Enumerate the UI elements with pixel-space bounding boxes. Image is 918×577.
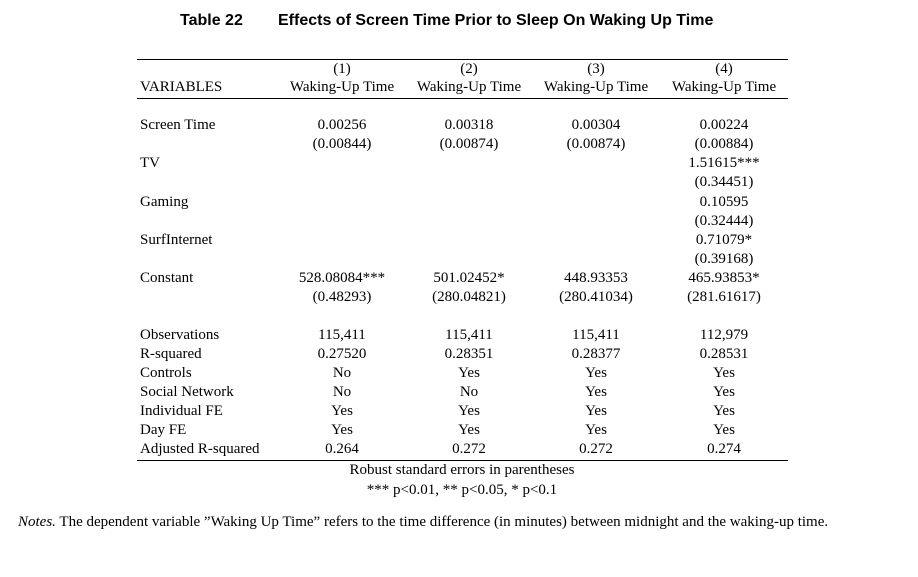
row-label: TV	[140, 155, 160, 171]
stat-value: Yes	[585, 365, 607, 381]
coefficient: 448.93353	[564, 270, 628, 286]
standard-error: (0.00874)	[566, 136, 626, 152]
stat-value: Yes	[713, 403, 735, 419]
coefficient: 0.00256	[317, 117, 367, 133]
stat-value: Yes	[585, 403, 607, 419]
stat-value: 0.27520	[317, 346, 367, 362]
stat-label: Controls	[140, 365, 192, 381]
stat-value: 0.272	[579, 441, 613, 457]
stat-value: 115,411	[572, 327, 620, 343]
stat-value: 112,979	[699, 327, 749, 343]
stat-value: Yes	[585, 422, 607, 438]
row-label: SurfInternet	[140, 232, 213, 248]
stat-value: Yes	[331, 422, 353, 438]
stat-value: Yes	[458, 403, 480, 419]
stat-value: 0.272	[452, 441, 486, 457]
column-number: (1)	[333, 61, 351, 77]
notes-label: Notes.	[18, 514, 56, 530]
stat-value: Yes	[458, 365, 480, 381]
stat-value: Yes	[458, 422, 480, 438]
column-header: Waking-Up Time	[416, 79, 522, 95]
notes-text: The dependent variable ”Waking Up Time” …	[55, 514, 829, 530]
standard-error: (281.61617)	[687, 289, 761, 305]
stat-value: Yes	[331, 403, 353, 419]
stat-label: Adjusted R-squared	[140, 441, 260, 457]
row-label: Gaming	[140, 194, 189, 210]
column-header: Waking-Up Time	[543, 79, 649, 95]
coefficient: 0.10595	[699, 194, 749, 210]
top-rule	[137, 59, 788, 60]
coefficient: 0.00318	[444, 117, 494, 133]
coefficient: 465.93853*	[688, 270, 760, 286]
column-header: Waking-Up Time	[671, 79, 777, 95]
standard-error: (0.48293)	[312, 289, 372, 305]
coefficient: 0.00304	[571, 117, 621, 133]
stat-value: Yes	[585, 384, 607, 400]
robust-se-footnote: Robust standard errors in parentheses	[349, 462, 575, 478]
standard-error: (0.34451)	[694, 174, 754, 190]
stat-label: Individual FE	[140, 403, 223, 419]
stat-value: No	[332, 384, 352, 400]
stat-label: Observations	[140, 327, 220, 343]
row-label: Constant	[140, 270, 194, 286]
standard-error: (0.00874)	[439, 136, 499, 152]
stat-value: 115,411	[318, 327, 366, 343]
coefficient: 1.51615***	[688, 155, 760, 171]
standard-error: (280.41034)	[559, 289, 633, 305]
column-number: (4)	[715, 61, 733, 77]
stat-value: No	[459, 384, 479, 400]
stat-value: 0.28531	[699, 346, 749, 362]
column-number: (2)	[460, 61, 478, 77]
stat-value: Yes	[713, 365, 735, 381]
header-rule	[137, 98, 788, 99]
stat-label: R-squared	[140, 346, 202, 362]
column-header: Waking-Up Time	[289, 79, 395, 95]
stat-value: 115,411	[445, 327, 493, 343]
row-label: Screen Time	[140, 117, 216, 133]
table-title: Effects of Screen Time Prior to Sleep On…	[278, 12, 714, 29]
stat-value: 0.274	[707, 441, 741, 457]
standard-error: (0.00844)	[312, 136, 372, 152]
table-label: Table 22	[180, 12, 243, 29]
table-caption: Table 22 Effects of Screen Time Prior to…	[0, 12, 918, 36]
column-number: (3)	[587, 61, 605, 77]
stat-value: 0.28377	[571, 346, 621, 362]
standard-error: (280.04821)	[432, 289, 506, 305]
standard-error: (0.32444)	[694, 213, 754, 229]
stat-value: 0.28351	[444, 346, 494, 362]
coefficient: 528.08084***	[298, 270, 386, 286]
table-notes: Notes. The dependent variable ”Waking Up…	[18, 508, 908, 536]
variables-header: VARIABLES	[140, 79, 223, 95]
stat-value: Yes	[713, 422, 735, 438]
coefficient: 501.02452*	[433, 270, 505, 286]
stat-label: Social Network	[140, 384, 234, 400]
coefficient: 0.71079*	[695, 232, 753, 248]
stat-value: No	[332, 365, 352, 381]
significance-footnote: *** p<0.01, ** p<0.05, * p<0.1	[366, 482, 558, 498]
standard-error: (0.39168)	[694, 251, 754, 267]
stat-value: 0.264	[325, 441, 359, 457]
coefficient: 0.00224	[699, 117, 749, 133]
stat-value: Yes	[713, 384, 735, 400]
bottom-rule	[137, 460, 788, 461]
standard-error: (0.00884)	[694, 136, 754, 152]
stat-label: Day FE	[140, 422, 187, 438]
